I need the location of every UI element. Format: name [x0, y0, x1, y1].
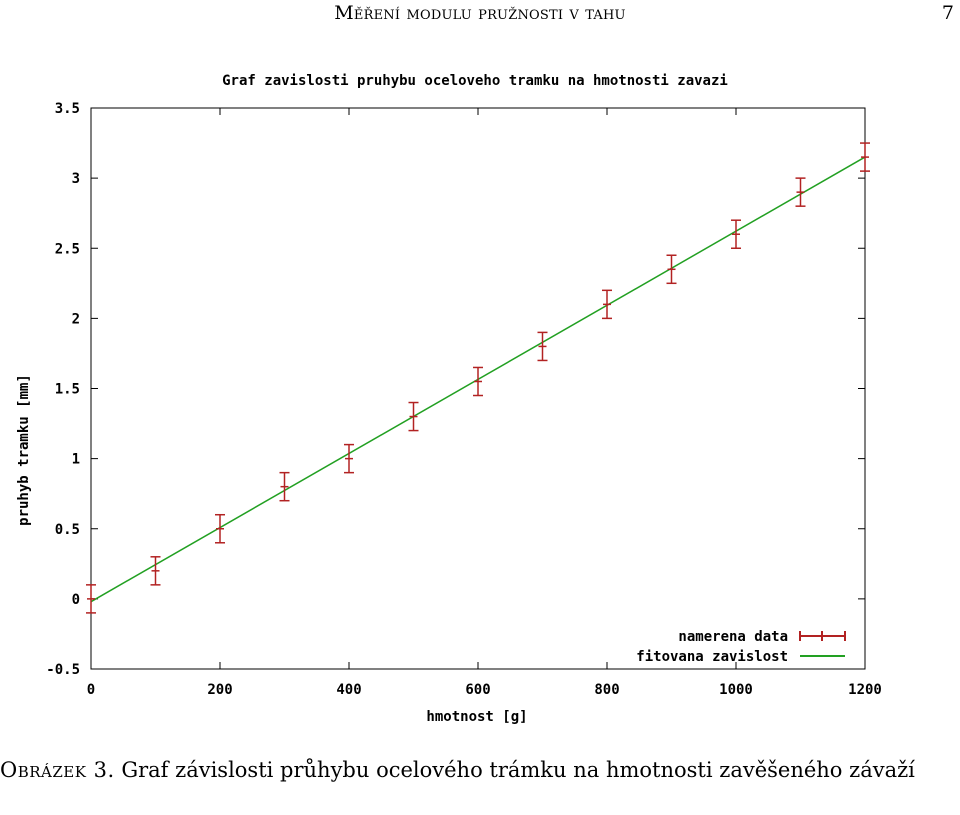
axes: 0 200 400 600 800 1000 1200 -0.5 0 0.5 1 1.5 2 2.5 3 3.…: [46, 101, 882, 698]
y-tick-label: 3.5: [55, 101, 80, 117]
caption-text: Graf závislosti průhybu ocelového trámku…: [121, 758, 915, 782]
chart-title: Graf zavislosti pruhybu oceloveho tramku…: [222, 73, 728, 89]
page-number: 7: [941, 2, 954, 24]
y-tick-label: 0: [72, 592, 80, 608]
data-layer: [86, 142, 870, 614]
y-tick-label: 0.5: [55, 522, 80, 538]
y-tick-label: 3: [72, 171, 80, 187]
deflection-chart: Graf zavislosti pruhybu oceloveho tramku…: [16, 73, 882, 725]
y-tick-label: 2: [72, 311, 80, 327]
y-tick-label: -0.5: [46, 662, 80, 678]
x-tick-label: 0: [87, 682, 95, 698]
figure-caption: Obrázek 3. Graf závislosti průhybu ocelo…: [0, 757, 960, 783]
x-tick-label: 200: [207, 682, 232, 698]
x-tick-label: 1200: [848, 682, 882, 698]
x-tick-label: 400: [336, 682, 361, 698]
caption-label: Obrázek 3.: [0, 758, 115, 782]
legend-label-measured: namerena data: [678, 629, 788, 645]
legend-label-fit: fitovana zavislost: [636, 649, 788, 665]
y-tick-label: 2.5: [55, 241, 80, 257]
y-tick-label: 1.5: [55, 382, 80, 398]
y-tick-label: 1: [72, 452, 80, 468]
legend: namerena data fitovana zavislost: [636, 629, 846, 665]
x-axis-label: hmotnost [g]: [426, 709, 527, 725]
running-header-title: Měření modulu pružnosti v tahu: [334, 2, 626, 24]
x-tick-label: 1000: [719, 682, 753, 698]
x-tick-label: 600: [465, 682, 490, 698]
x-tick-label: 800: [594, 682, 619, 698]
y-axis-label: pruhyb tramku [mm]: [16, 374, 32, 526]
